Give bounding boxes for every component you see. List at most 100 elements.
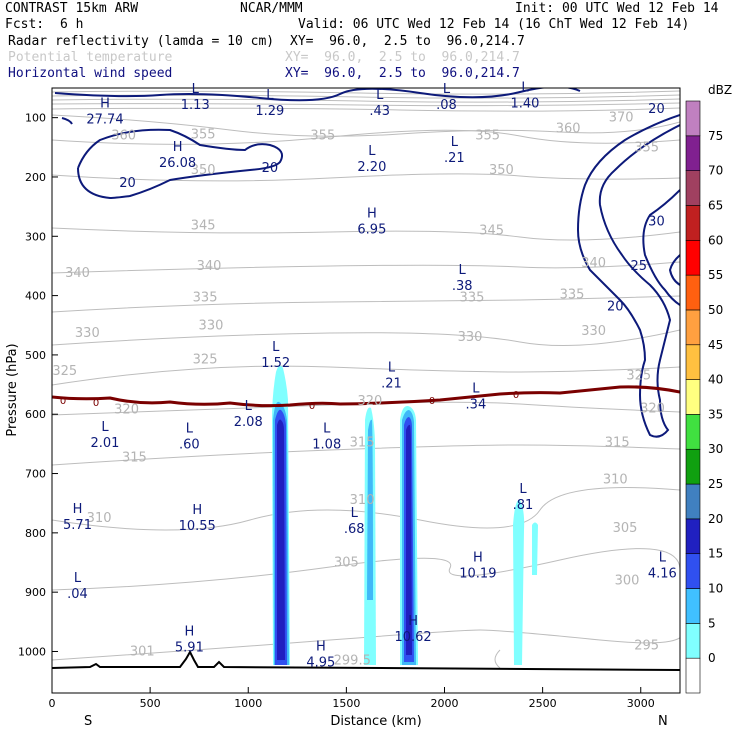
field-radar-name: Radar reflectivity (lamda = 10 cm) — [8, 34, 275, 49]
extremum-value: 27.74 — [86, 113, 123, 128]
colorbar-level-label: 40 — [708, 373, 723, 387]
extremum-type: H — [184, 625, 194, 640]
theta-contour-label: 340 — [65, 266, 90, 281]
init-time: Init: 00 UTC Wed 12 Feb 14 — [515, 1, 719, 16]
extremum-value: 1.52 — [261, 356, 290, 371]
extremum-type: L — [74, 571, 82, 586]
extremum-type: H — [316, 639, 326, 654]
extremum-type: H — [408, 614, 418, 629]
colorbar-level-label: 20 — [708, 512, 723, 526]
x-axis-title: Distance (km) — [330, 714, 421, 729]
colorbar-level-label: 75 — [708, 129, 723, 143]
colorbar-swatch — [685, 379, 701, 415]
extremum-value: .81 — [513, 498, 534, 513]
extremum-value: 2.20 — [357, 160, 386, 175]
extremum-value: 1.13 — [181, 98, 210, 113]
colorbar-level-label: 30 — [708, 442, 723, 456]
extremum-type: H — [473, 550, 483, 565]
colorbar-level-label: 60 — [708, 233, 723, 247]
extremum-type: L — [472, 381, 480, 396]
colorbar-level-label: 45 — [708, 338, 723, 352]
colorbar-level-label: 55 — [708, 268, 723, 282]
theta-contour-label: 340 — [197, 259, 222, 274]
theta-contour-label: 360 — [556, 121, 581, 136]
fcst-label: Fcst: — [5, 17, 45, 32]
wind-contour-label: 20 — [607, 299, 624, 314]
theta-contour-label: 299.5 — [334, 653, 371, 668]
extremum-type: H — [192, 503, 202, 518]
freezing-level-label: 0 — [513, 390, 519, 401]
theta-contour-label: 350 — [489, 163, 514, 178]
theta-contour-label: 350 — [191, 163, 216, 178]
colorbar-swatch — [685, 239, 701, 276]
extremum-value: .21 — [444, 151, 465, 166]
y-axis-title: Pressure (hPa) — [5, 343, 20, 436]
extremum-type: L — [323, 422, 331, 437]
theta-contour-label: 320 — [114, 402, 139, 417]
theta-contours — [52, 90, 680, 669]
extremum-type: L — [443, 82, 451, 97]
colorbar-level-label: 65 — [708, 198, 723, 212]
x-tick-label: 1000 — [234, 697, 262, 710]
y-tick-label: 400 — [25, 290, 46, 303]
extremum-value: 2.08 — [234, 415, 263, 430]
extremum-type: L — [245, 399, 253, 414]
extremum-type: L — [659, 550, 667, 565]
theta-contour-label: 330 — [581, 324, 606, 339]
theta-contour-label: 345 — [479, 223, 504, 238]
theta-contour-label: 330 — [75, 326, 100, 341]
extremum-type: L — [192, 82, 200, 97]
theta-contour-label: 295 — [634, 639, 659, 654]
extremum-type: L — [451, 135, 459, 150]
theta-contour-label: 370 — [609, 111, 634, 126]
extremum-type: L — [272, 340, 280, 355]
extremum-type: L — [521, 81, 529, 96]
field-wind-xy: XY= 96.0, 2.5 to 96.0,214.7 — [285, 66, 520, 81]
colorbar-title: dBZ — [708, 83, 732, 97]
extremum-type: L — [351, 506, 359, 521]
colorbar-level-label: 50 — [708, 303, 723, 317]
theta-contour-label: 301 — [130, 644, 155, 659]
extremum-type: L — [459, 263, 467, 278]
extremum-value: 1.29 — [255, 104, 284, 119]
colorbar-swatch — [685, 414, 701, 450]
x-tick-label: 0 — [49, 697, 56, 710]
extremum-type: L — [388, 361, 396, 376]
colorbar-swatch — [685, 344, 701, 380]
colorbar-swatch — [685, 588, 701, 624]
colorbar-level-label: 0 — [708, 651, 716, 665]
extremum-value: .60 — [179, 438, 200, 453]
theta-contour-label: 335 — [560, 287, 585, 302]
extremum-type: L — [266, 88, 274, 103]
wind-contour-label: 30 — [648, 214, 665, 229]
theta-contour-label: 300 — [615, 573, 640, 588]
extremum-value: .43 — [369, 104, 390, 119]
theta-contour-label: 310 — [603, 472, 628, 487]
colorbar-swatch — [685, 448, 701, 485]
y-tick-label: 200 — [25, 171, 46, 184]
freezing-level-label: 0 — [309, 401, 315, 412]
field-theta-name: Potential temperature — [8, 50, 173, 65]
theta-contour-label: 355 — [475, 128, 500, 143]
y-tick-label: 500 — [25, 349, 46, 362]
freezing-level-line — [52, 385, 680, 408]
colorbar-level-label: 35 — [708, 407, 723, 421]
extremum-value: 6.95 — [357, 222, 386, 237]
y-tick-label: 700 — [25, 468, 46, 481]
center-name: NCAR/MMM — [240, 1, 303, 16]
colorbar-swatch — [685, 170, 701, 206]
freezing-level-label: 0 — [93, 398, 99, 409]
colorbar-swatch — [685, 135, 701, 171]
x-tick-label: 2500 — [529, 697, 557, 710]
y-tick-label: 600 — [25, 408, 46, 421]
terrain-line — [52, 649, 680, 671]
theta-contour-label: 330 — [458, 330, 483, 345]
extremum-value: 1.40 — [510, 97, 539, 112]
y-tick-label: 100 — [25, 112, 46, 125]
extremum-value: 4.95 — [306, 655, 335, 670]
reflectivity-cells — [272, 365, 538, 665]
extremum-type: H — [73, 502, 83, 517]
x-tick-label: 3000 — [627, 697, 655, 710]
freezing-level-label: 0 — [60, 396, 66, 407]
extremum-type: L — [519, 482, 527, 497]
